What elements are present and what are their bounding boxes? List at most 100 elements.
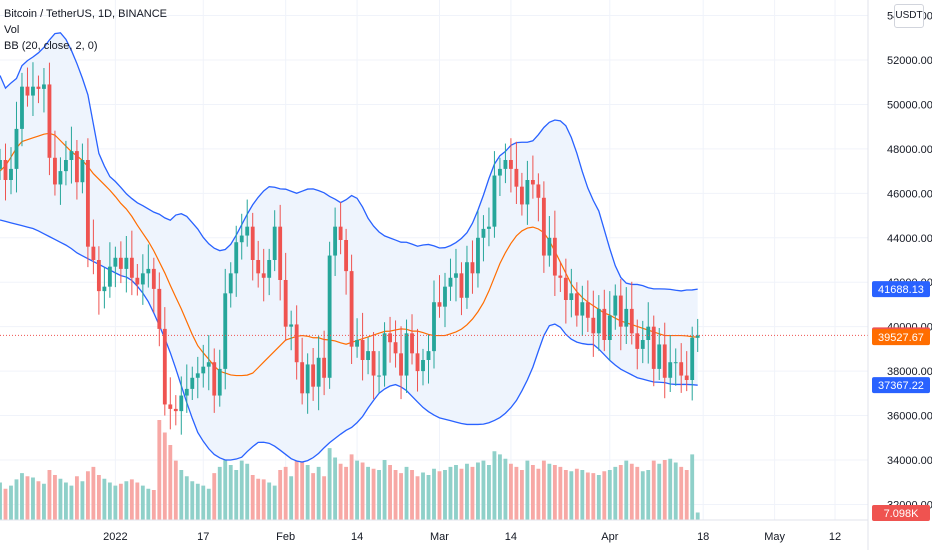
volume-bar: [47, 470, 52, 520]
volume-bar: [437, 471, 442, 520]
volume-bar: [201, 485, 206, 520]
volume-bar: [333, 457, 338, 520]
volume-bar: [217, 466, 222, 520]
volume-bar: [563, 470, 568, 520]
candle-body: [294, 324, 299, 363]
candle-body: [525, 180, 530, 205]
candle-body: [421, 360, 425, 372]
volume-bar: [476, 462, 480, 520]
volume-bar: [135, 482, 140, 520]
volume-bar: [305, 465, 310, 520]
volume-indicator-label[interactable]: Vol: [4, 24, 20, 36]
candle-body: [668, 362, 673, 378]
bb-upper-tag-bg: [872, 281, 930, 298]
volume-bar: [195, 483, 200, 520]
volume-bar: [377, 470, 381, 520]
volume-bar: [322, 476, 327, 520]
volume-bar: [327, 448, 332, 520]
volume-bar: [184, 476, 189, 520]
bb-lower-line: [0, 219, 698, 463]
currency-button[interactable]: USDT: [894, 4, 924, 28]
candle-body: [635, 333, 640, 349]
price-tick-label: 38000.00: [887, 366, 932, 378]
volume-bar: [503, 458, 508, 520]
volume-bar: [470, 466, 475, 520]
candle-body: [113, 257, 118, 267]
volume-bar: [91, 466, 96, 520]
bollinger-indicator-label[interactable]: BB (20, close, 2, 0): [4, 40, 98, 52]
price-tick-label: 44000.00: [887, 233, 932, 245]
volume-bar: [596, 475, 601, 520]
candle-body: [278, 226, 283, 280]
volume-bar: [421, 472, 425, 520]
volume-bar: [558, 466, 563, 520]
candle-body: [503, 160, 508, 169]
candle-body: [355, 340, 360, 347]
candle-body: [448, 277, 453, 287]
candlesticks: [0, 62, 700, 435]
volume-bar: [443, 470, 447, 520]
candle-body: [508, 160, 513, 169]
volume-bar: [410, 470, 414, 520]
bollinger-bands: [0, 32, 698, 463]
volume-bar: [107, 482, 112, 520]
volume-bar: [245, 463, 250, 520]
candle-body: [607, 315, 612, 340]
volume-bar: [651, 460, 656, 520]
volume-bar: [657, 463, 662, 520]
candle-body: [437, 302, 442, 307]
volume-bar: [261, 479, 266, 520]
symbol-title[interactable]: Bitcoin / TetherUS, 1D, BINANCE: [4, 8, 168, 20]
volume-bar: [85, 471, 90, 520]
candle-body: [470, 262, 475, 274]
volume-bar: [311, 473, 316, 520]
bb-upper-line: [0, 32, 698, 292]
volume-bar: [371, 468, 376, 520]
volume-bar: [349, 454, 354, 520]
candle-body: [679, 362, 684, 376]
volume-bar: [426, 475, 431, 520]
volume-bar: [9, 485, 13, 520]
volume-bar: [146, 488, 151, 520]
candle-body: [305, 364, 310, 394]
volume-bar: [3, 488, 8, 520]
volume-bar: [338, 463, 343, 520]
candle-body: [25, 86, 30, 96]
volume-bar: [640, 471, 645, 520]
volume-bar: [206, 488, 211, 520]
candle-body: [349, 271, 354, 347]
candle-body: [256, 260, 261, 274]
volume-bar: [646, 470, 651, 520]
candle-body: [58, 171, 63, 185]
volume-bar: [399, 473, 403, 520]
candle-body: [465, 262, 469, 298]
candle-body: [14, 128, 19, 169]
volume-bar: [492, 451, 497, 520]
volume-bar: [635, 466, 640, 520]
candle-body: [272, 226, 277, 260]
candle-body: [80, 160, 85, 183]
candle-body: [289, 324, 294, 327]
candle-body: [646, 326, 651, 340]
chart-legend: Bitcoin / TetherUS, 1D, BINANCE Vol BB (…: [4, 6, 167, 54]
volume-bar: [69, 485, 74, 520]
candle-body: [426, 351, 431, 360]
volume-bar: [541, 460, 546, 520]
candle-body: [624, 308, 629, 327]
bb-basis-line: [0, 132, 698, 377]
price-axis: 32000.0034000.0036000.0038000.0040000.00…: [867, 0, 932, 550]
volume-bar: [151, 490, 156, 520]
volume-tag-bg: [872, 505, 930, 521]
candle-body: [47, 84, 52, 158]
candle-body: [124, 257, 129, 269]
price-tick-label: 34000.00: [887, 455, 932, 467]
candle-body: [492, 175, 497, 227]
candle-body: [239, 235, 244, 243]
price-tick-label: 46000.00: [887, 188, 932, 200]
candle-body: [399, 353, 403, 376]
candle-body: [498, 168, 502, 176]
candle-body: [129, 257, 134, 278]
volume-bar: [602, 471, 607, 520]
